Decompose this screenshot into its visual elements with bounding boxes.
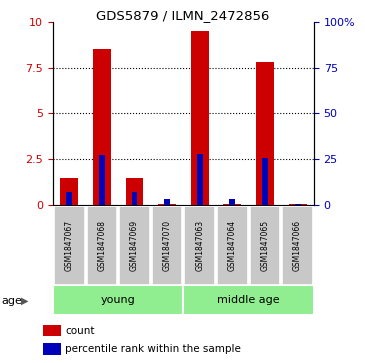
Bar [53,285,183,315]
Bar [66,192,72,205]
Text: GSM1847070: GSM1847070 [162,220,172,271]
Bar [184,206,215,285]
Bar [152,206,182,285]
Text: GSM1847068: GSM1847068 [97,220,106,271]
Text: young: young [101,295,135,305]
Bar [191,31,209,205]
Text: age: age [2,295,23,306]
Text: ▶: ▶ [21,295,29,306]
Bar [131,192,137,205]
Bar [54,206,85,285]
Bar [93,49,111,205]
Text: middle age: middle age [217,295,280,305]
Bar [119,206,150,285]
Text: GSM1847069: GSM1847069 [130,220,139,271]
Bar [256,62,274,205]
Bar [99,155,105,205]
Bar [158,204,176,205]
Text: GSM1847063: GSM1847063 [195,220,204,271]
Text: count: count [65,326,95,336]
Text: GSM1847066: GSM1847066 [293,220,302,271]
Bar [262,158,268,205]
Bar [295,204,300,205]
Bar [126,178,143,205]
Text: GSM1847065: GSM1847065 [261,220,269,271]
Bar [43,343,61,355]
Bar [87,206,117,285]
Text: percentile rank within the sample: percentile rank within the sample [65,344,241,354]
Bar [230,199,235,205]
Bar [183,285,314,315]
Text: GSM1847064: GSM1847064 [228,220,237,271]
Bar [43,325,61,336]
Bar [250,206,280,285]
Text: GSM1847067: GSM1847067 [65,220,74,271]
Bar [282,206,313,285]
Bar [197,154,203,205]
Bar [289,204,307,205]
Bar [217,206,248,285]
Bar [223,204,241,205]
Text: GDS5879 / ILMN_2472856: GDS5879 / ILMN_2472856 [96,9,269,22]
Bar [164,199,170,205]
Bar [60,178,78,205]
